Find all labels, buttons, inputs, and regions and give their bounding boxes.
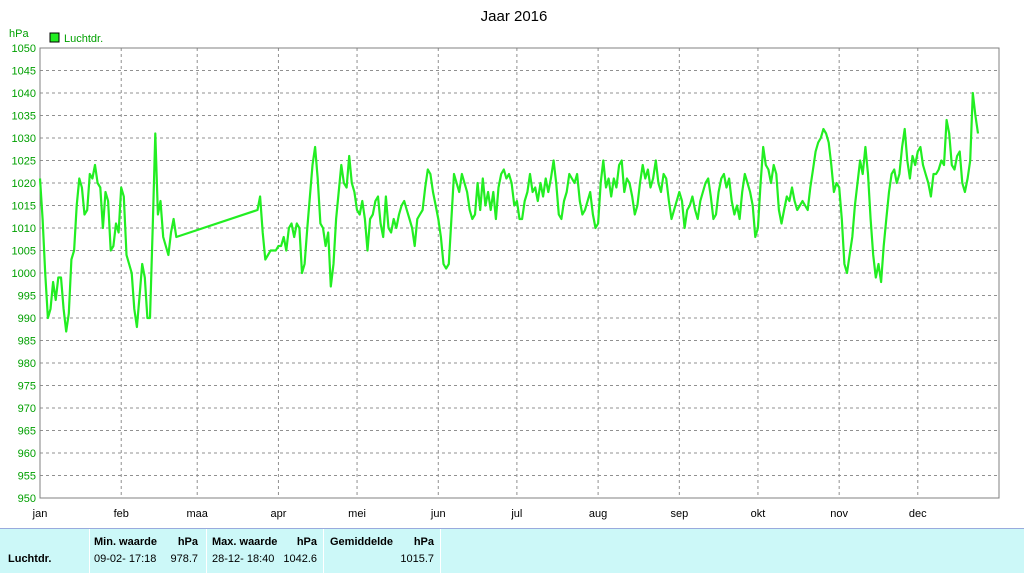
x-tick-label: dec [909,508,927,520]
stats-avg-column: Gemiddelde hPa 1015.7 [324,529,441,574]
min-unit: hPa [177,536,198,548]
y-tick-label: 955 [18,471,36,483]
chart-title: Jaar 2016 [481,8,548,25]
x-tick-label: apr [270,508,286,520]
avg-header: Gemiddelde [330,536,393,548]
y-tick-label: 1035 [12,111,36,123]
avg-value: 1015.7 [400,553,434,565]
x-axis-ticks: jan feb maa apr mei jun jul aug sep okt nov dec [32,508,927,520]
stats-max-column: Max. waarde hPa 28-12- 18:40 1042.6 [207,529,324,574]
min-time: 09-02- 17:18 [94,553,157,565]
y-tick-label: 960 [18,448,36,460]
y-tick-label: 995 [18,291,36,303]
x-tick-label: jun [430,508,446,520]
legend: Luchtdr. [49,32,103,45]
stats-row-label: Luchtdr. [8,553,52,565]
max-time: 28-12- 18:40 [212,553,275,565]
y-axis-ticks: 950 955 960 965 970 975 980 985 990 995 1000 1005 10… [12,43,36,505]
y-tick-label: 980 [18,358,36,370]
y-tick-label: 1005 [12,246,36,258]
y-tick-label: 1040 [12,88,36,100]
y-tick-label: 1000 [12,268,36,280]
y-tick-label: 1050 [12,43,36,55]
series-line [38,91,980,333]
x-tick-label: mei [348,508,366,520]
x-tick-label: jul [510,508,522,520]
y-tick-label: 965 [18,426,36,438]
min-header: Min. waarde [94,536,157,548]
x-tick-label: aug [589,508,607,520]
plot-frame [39,47,1000,499]
y-tick-label: 985 [18,336,36,348]
y-tick-label: 970 [18,403,36,415]
y-tick-label: 975 [18,381,36,393]
series-layer [38,91,980,333]
x-tick-label: sep [670,508,688,520]
y-tick-label: 990 [18,313,36,325]
y-tick-label: 950 [18,493,36,505]
y-tick-label: 1015 [12,201,36,213]
legend-label: Luchtdr. [64,33,103,45]
y-tick-label: 1025 [12,156,36,168]
y-tick-label: 1030 [12,133,36,145]
y-axis-unit-label: hPa [9,28,29,40]
grid [40,48,999,498]
y-tick-label: 1045 [12,66,36,78]
max-value: 1042.6 [283,553,317,565]
min-value: 978.7 [170,553,198,565]
x-tick-label: okt [751,508,766,520]
y-tick-label: 1020 [12,178,36,190]
y-tick-label: 1010 [12,223,36,235]
stats-min-column: Min. waarde hPa 09-02- 17:18 978.7 [90,529,207,574]
x-tick-label: feb [114,508,129,520]
max-unit: hPa [296,536,317,548]
avg-unit: hPa [413,536,434,548]
stats-label-column: Luchtdr. [0,529,90,574]
max-header: Max. waarde [212,536,278,548]
x-tick-label: jan [32,508,48,520]
x-tick-label: maa [187,508,209,520]
legend-swatch [49,32,60,43]
x-tick-label: nov [830,508,848,520]
statistics-panel: Luchtdr. Min. waarde hPa 09-02- 17:18 97… [0,528,1024,574]
pressure-chart: Jaar 2016 hPa Luchtdr. 950 955 960 965 970 97… [9,8,1000,520]
